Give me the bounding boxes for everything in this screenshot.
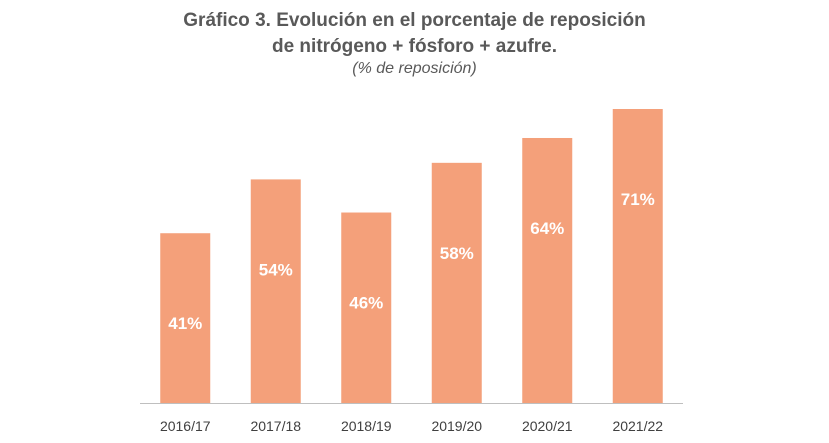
chart-title-line-2: de nitrógeno + fósforo + azufre. <box>271 36 558 57</box>
data-label-2016/17: 41% <box>168 314 202 333</box>
bar-2019/20 <box>431 162 482 403</box>
x-tick-label-2016/17: 2016/17 <box>160 418 211 434</box>
x-tick-label-2018/19: 2018/19 <box>341 418 392 434</box>
x-tick-label-2019/20: 2019/20 <box>431 418 482 434</box>
x-tick-label-2021/22: 2021/22 <box>612 418 663 434</box>
bar-2021/22 <box>612 109 663 403</box>
x-tick-label-2020/21: 2020/21 <box>522 418 573 434</box>
chart-title-line-1: Gráfico 3. Evolución en el porcentaje de… <box>183 10 646 31</box>
bar-2020/21 <box>522 137 573 404</box>
data-label-2017/18: 54% <box>259 260 293 279</box>
chart-title: Gráfico 3. Evolución en el porcentaje de… <box>0 8 829 60</box>
data-label-2018/19: 46% <box>349 294 383 313</box>
data-label-2021/22: 71% <box>621 190 655 209</box>
bar-2018/19 <box>341 212 392 403</box>
chart-subtitle: (% de reposición) <box>352 60 477 77</box>
x-tick-label-2017/18: 2017/18 <box>250 418 301 434</box>
data-label-2020/21: 64% <box>530 219 564 238</box>
data-label-2019/20: 58% <box>440 244 474 263</box>
bar-2016/17 <box>160 233 211 403</box>
bar-2017/18 <box>250 179 301 403</box>
